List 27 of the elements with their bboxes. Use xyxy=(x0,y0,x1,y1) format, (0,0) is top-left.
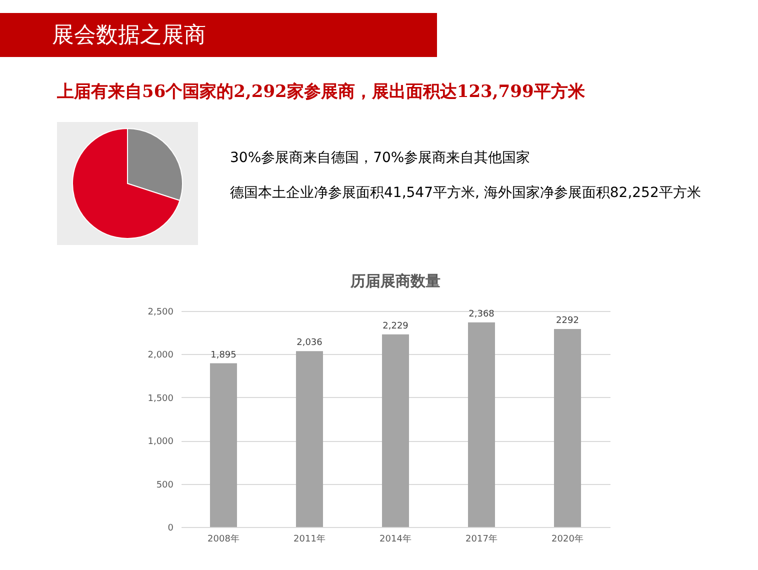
data-label: 2,036 xyxy=(296,338,323,348)
chart-title: 展会数据之展商 xyxy=(52,23,206,48)
pie-slice xyxy=(72,128,180,239)
chart-title: 历届展商数量 xyxy=(350,272,440,290)
bar xyxy=(468,322,496,527)
y-tick-label: 500 xyxy=(156,480,174,490)
data-label: 2,368 xyxy=(468,309,495,320)
x-tick-label: 2008年 xyxy=(208,534,240,544)
text: 上届有来自56个国家的2,292家参展商，展出面积达123,799平方米 xyxy=(56,82,586,102)
y-tick-label: 0 xyxy=(168,524,174,534)
data-label: 1,895 xyxy=(210,350,236,360)
bar xyxy=(296,351,323,527)
bar xyxy=(554,328,582,527)
data-label: 2292 xyxy=(556,316,579,326)
y-tick-label: 2,000 xyxy=(148,350,174,361)
y-tick-label: 2,500 xyxy=(148,308,174,318)
x-tick-label: 2011年 xyxy=(294,534,326,544)
text: 德国本土企业净参展面积41,547平方米, 海外国家净参展面积82,252平方米 xyxy=(230,185,701,201)
text: 30%参展商来自德国，70%参展商来自其他国家 xyxy=(230,150,530,166)
x-tick-label: 2017年 xyxy=(466,534,498,544)
x-tick-label: 2014年 xyxy=(380,534,412,544)
x-tick-label: 2020年 xyxy=(552,534,584,544)
bar xyxy=(210,363,237,527)
y-tick-label: 1,500 xyxy=(148,394,174,404)
y-tick-label: 1,000 xyxy=(148,437,174,448)
bar xyxy=(382,334,410,527)
data-label: 2,229 xyxy=(382,321,409,332)
